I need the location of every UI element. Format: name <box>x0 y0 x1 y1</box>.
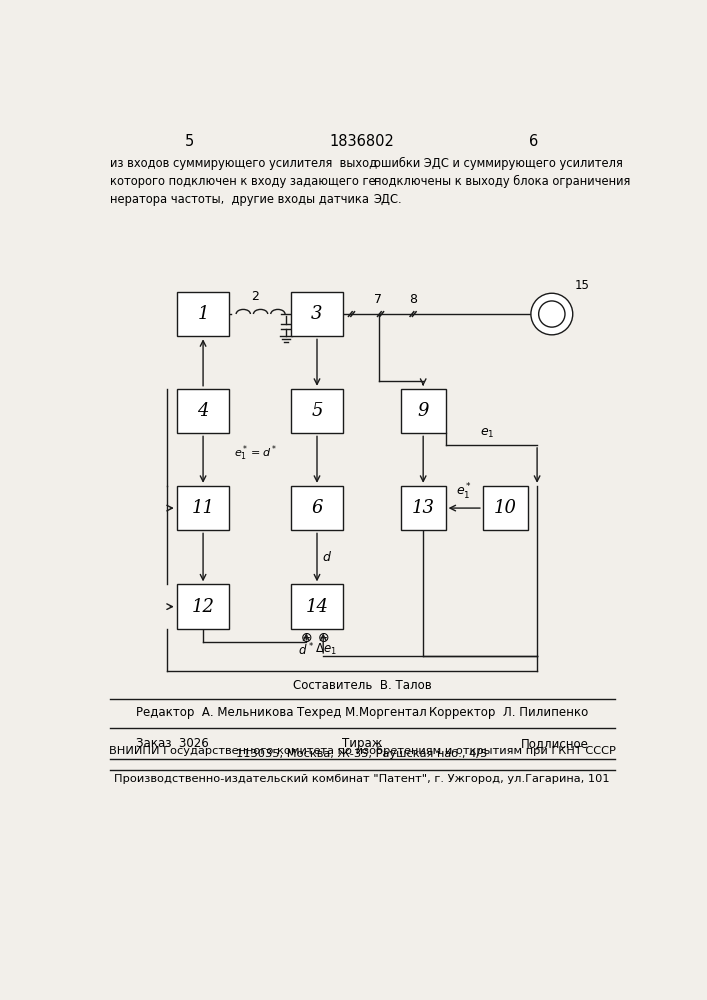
Bar <box>177 486 230 530</box>
Text: $\ominus$: $\ominus$ <box>317 631 329 645</box>
Bar <box>177 389 230 433</box>
Bar <box>291 292 344 336</box>
Text: 5: 5 <box>185 134 194 149</box>
Bar <box>291 389 344 433</box>
Text: 1: 1 <box>197 305 209 323</box>
Text: 6: 6 <box>530 134 539 149</box>
Text: ошибки ЭДС и суммирующего усилителя
подключены к выходу блока ограничения
ЭДС.: ошибки ЭДС и суммирующего усилителя подк… <box>373 157 630 206</box>
Text: Техред М.Моргентал: Техред М.Моргентал <box>297 706 427 719</box>
Text: 10: 10 <box>493 499 517 517</box>
Text: 12: 12 <box>192 598 215 616</box>
Text: 9: 9 <box>417 402 429 420</box>
Text: $\Delta e_1$: $\Delta e_1$ <box>315 642 337 657</box>
Circle shape <box>531 293 573 335</box>
Text: $e_1$: $e_1$ <box>480 426 495 440</box>
Text: 4: 4 <box>197 402 209 420</box>
Text: 14: 14 <box>305 598 329 616</box>
Text: 5: 5 <box>311 402 323 420</box>
Circle shape <box>539 301 565 327</box>
Text: Корректор  Л. Пилипенко: Корректор Л. Пилипенко <box>429 706 588 719</box>
Text: 7: 7 <box>374 293 382 306</box>
Text: 1836802: 1836802 <box>329 134 395 149</box>
Text: Производственно-издательский комбинат "Патент", г. Ужгород, ул.Гагарина, 101: Производственно-издательский комбинат "П… <box>114 774 609 784</box>
Text: Подлисное: Подлисное <box>520 737 588 750</box>
Text: $\oplus$: $\oplus$ <box>300 631 312 645</box>
Text: Составитель  В. Талов: Составитель В. Талов <box>293 679 431 692</box>
Text: Редактор  А. Мельникова: Редактор А. Мельникова <box>136 706 294 719</box>
Text: 6: 6 <box>311 499 323 517</box>
Bar <box>401 486 445 530</box>
Text: ВНИИПИ Государственного комитета по изобретениям и открытиям при ГКНТ СССР: ВНИИПИ Государственного комитета по изоб… <box>108 746 615 756</box>
Text: 3: 3 <box>311 305 323 323</box>
Text: $d^*$: $d^*$ <box>298 642 314 659</box>
Text: 8: 8 <box>409 293 418 306</box>
Text: 11: 11 <box>192 499 215 517</box>
Text: 2: 2 <box>252 290 259 303</box>
Text: Тираж: Тираж <box>341 737 382 750</box>
Text: из входов суммирующего усилителя  выход
которого подключен к входу задающего ге-: из входов суммирующего усилителя выход к… <box>110 157 380 206</box>
Text: $d$: $d$ <box>322 550 332 564</box>
Bar <box>177 584 230 629</box>
Bar <box>291 486 344 530</box>
Text: Заказ  3026: Заказ 3026 <box>136 737 209 750</box>
Bar <box>291 584 344 629</box>
Text: 113035, Москва, Ж-35, Раушская наб., 4/5: 113035, Москва, Ж-35, Раушская наб., 4/5 <box>236 749 488 759</box>
Text: $e_1^* = d^*$: $e_1^* = d^*$ <box>234 444 277 463</box>
Bar <box>401 389 445 433</box>
Bar <box>177 292 230 336</box>
Bar <box>483 486 528 530</box>
Text: 15: 15 <box>574 279 589 292</box>
Text: $e_1^*$: $e_1^*$ <box>456 482 472 502</box>
Text: 13: 13 <box>411 499 435 517</box>
